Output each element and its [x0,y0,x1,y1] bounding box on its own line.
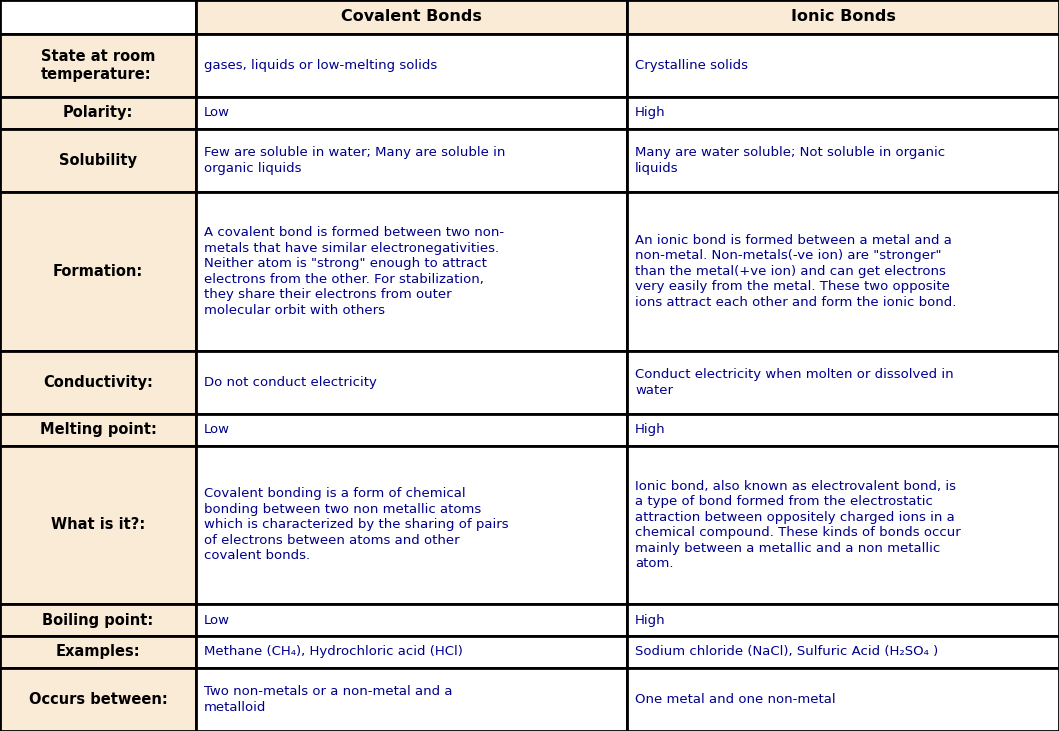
Bar [0,446,196,605]
Text: Crystalline solids: Crystalline solids [635,59,748,72]
Text: Melting point:: Melting point: [39,423,157,437]
Text: Covalent bonding is a form of chemical
bonding between two non metallic atoms
wh: Covalent bonding is a form of chemical b… [204,488,508,562]
Bar [196,636,627,667]
Bar [196,667,627,731]
Bar [196,34,627,97]
Text: Examples:: Examples: [56,644,140,659]
Bar [0,605,196,636]
Text: Conductivity:: Conductivity: [43,375,152,390]
Text: Ionic Bonds: Ionic Bonds [791,10,896,24]
Text: Solubility: Solubility [59,153,137,168]
Bar [0,667,196,731]
Bar [0,414,196,446]
Bar [627,0,1059,34]
Bar [0,192,196,351]
Text: One metal and one non-metal: One metal and one non-metal [635,693,836,706]
Text: High: High [635,107,666,119]
Bar [0,34,196,97]
Bar [627,192,1059,351]
Text: Low: Low [204,423,230,436]
Text: Sodium chloride (NaCl), Sulfuric Acid (H₂SO₄ ): Sodium chloride (NaCl), Sulfuric Acid (H… [635,645,938,659]
Text: Occurs between:: Occurs between: [29,692,167,707]
Text: What is it?:: What is it?: [51,518,145,532]
Bar [196,0,627,34]
Text: Low: Low [204,613,230,626]
Text: gases, liquids or low-melting solids: gases, liquids or low-melting solids [204,59,437,72]
Bar [0,351,196,414]
Bar [627,446,1059,605]
Bar [627,97,1059,129]
Bar [0,636,196,667]
Bar [627,605,1059,636]
Bar [196,129,627,192]
Bar [627,636,1059,667]
Text: Two non-metals or a non-metal and a
metalloid: Two non-metals or a non-metal and a meta… [204,685,452,713]
Bar [196,351,627,414]
Text: Do not conduct electricity: Do not conduct electricity [204,376,377,389]
Bar [0,0,196,34]
Bar [196,446,627,605]
Text: Polarity:: Polarity: [62,105,133,121]
Text: Low: Low [204,107,230,119]
Bar [627,667,1059,731]
Bar [196,192,627,351]
Bar [627,414,1059,446]
Bar [627,129,1059,192]
Text: Conduct electricity when molten or dissolved in
water: Conduct electricity when molten or disso… [635,368,953,397]
Bar [0,129,196,192]
Bar [196,97,627,129]
Text: An ionic bond is formed between a metal and a
non-metal. Non-metals(-ve ion) are: An ionic bond is formed between a metal … [635,234,956,309]
Text: Ionic bond, also known as electrovalent bond, is
a type of bond formed from the : Ionic bond, also known as electrovalent … [635,480,961,570]
Bar [0,97,196,129]
Text: Formation:: Formation: [53,264,143,279]
Text: State at room
temperature:: State at room temperature: [41,49,156,82]
Bar [196,605,627,636]
Text: Boiling point:: Boiling point: [42,613,154,628]
Bar [627,351,1059,414]
Text: Covalent Bonds: Covalent Bonds [341,10,482,24]
Text: Many are water soluble; Not soluble in organic
liquids: Many are water soluble; Not soluble in o… [635,146,945,175]
Text: Few are soluble in water; Many are soluble in
organic liquids: Few are soluble in water; Many are solub… [204,146,505,175]
Text: High: High [635,423,666,436]
Text: A covalent bond is formed between two non-
metals that have similar electronegat: A covalent bond is formed between two no… [204,226,504,317]
Text: High: High [635,613,666,626]
Text: Methane (CH₄), Hydrochloric acid (HCl): Methane (CH₄), Hydrochloric acid (HCl) [204,645,463,659]
Bar [196,414,627,446]
Bar [627,34,1059,97]
